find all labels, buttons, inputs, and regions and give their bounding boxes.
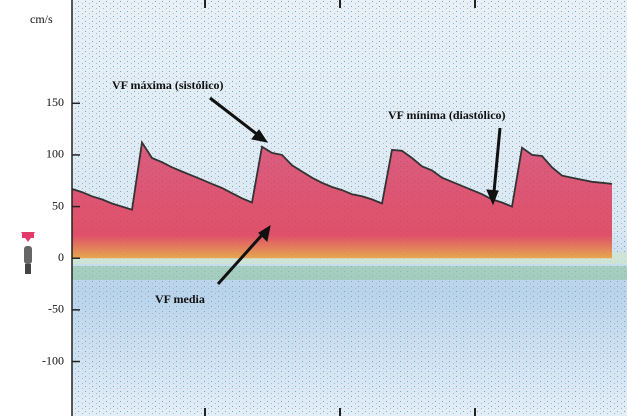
y-tick-label: -50 [48,302,64,316]
annotation: VF media [155,292,205,306]
y-tick-label: 150 [46,95,64,109]
flow-direction-icon [21,232,35,274]
y-tick-label: 100 [46,147,64,161]
page: cm/s VF máxima (sistólico) VF mínima (di… [0,0,627,416]
annotation: VF mínima (diastólico) [388,108,506,122]
chart: cm/s VF máxima (sistólico) VF mínima (di… [0,0,627,416]
annotation: VF máxima (sistólico) [112,78,224,92]
y-tick-label: 50 [52,198,64,212]
y-tick-label: -100 [42,353,64,367]
y-tick-label: 0 [58,250,64,264]
reverse-flow-band [72,266,627,280]
y-axis-unit: cm/s [30,12,53,26]
